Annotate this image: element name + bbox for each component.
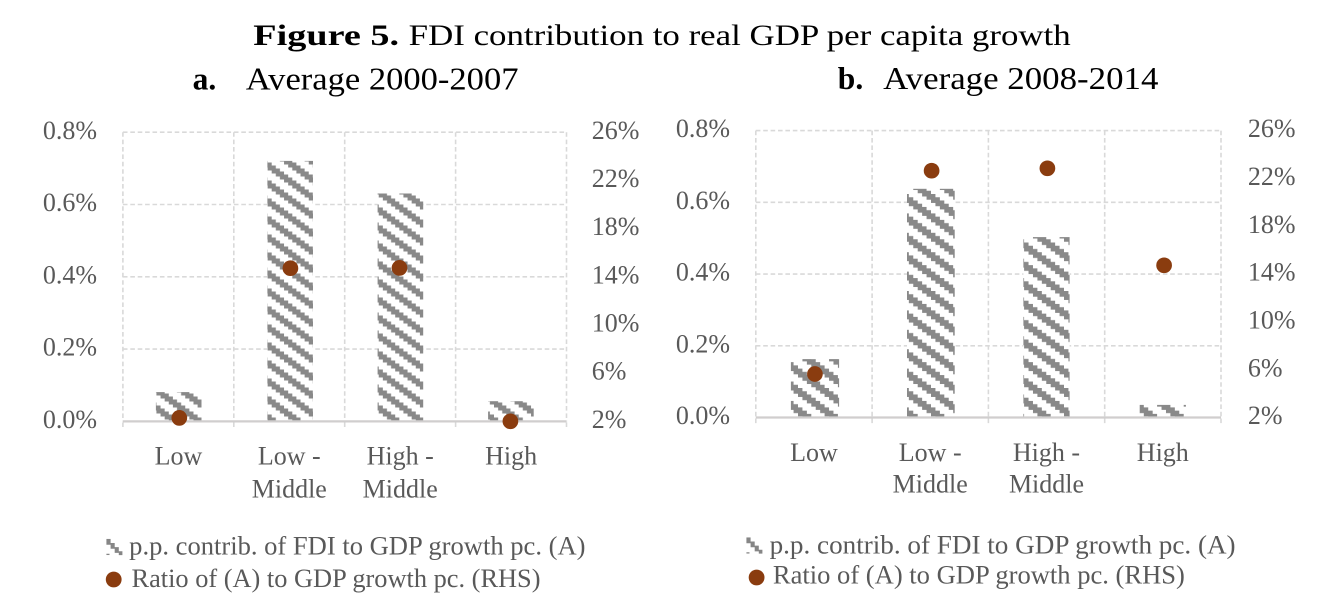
svg-text:2%: 2% <box>1248 401 1283 430</box>
svg-text:High -: High - <box>367 442 434 471</box>
svg-text:0.2%: 0.2% <box>676 329 730 358</box>
svg-text:Middle: Middle <box>1009 470 1084 499</box>
svg-text:Average 2008-2014: Average 2008-2014 <box>883 61 1159 96</box>
svg-text:p.p. contrib. of FDI to GDP gr: p.p. contrib. of FDI to GDP growth pc. (… <box>770 531 1236 560</box>
svg-text:26%: 26% <box>1248 114 1296 143</box>
svg-text:6%: 6% <box>592 357 627 386</box>
svg-text:0.8%: 0.8% <box>676 114 730 143</box>
svg-text:0.0%: 0.0% <box>43 405 97 434</box>
svg-text:FDI contribution to real GDP p: FDI contribution to real GDP per capita … <box>409 19 1071 52</box>
svg-text:14%: 14% <box>592 260 640 289</box>
svg-text:26%: 26% <box>592 116 640 145</box>
svg-text:6%: 6% <box>1248 353 1283 382</box>
svg-text:22%: 22% <box>1248 162 1296 191</box>
svg-text:Ratio of (A) to GDP growth pc.: Ratio of (A) to GDP growth pc. (RHS) <box>132 564 541 593</box>
svg-text:a.: a. <box>193 61 217 96</box>
svg-text:22%: 22% <box>592 164 640 193</box>
svg-text:18%: 18% <box>592 212 640 241</box>
svg-text:Low -: Low - <box>899 438 962 467</box>
svg-text:0.4%: 0.4% <box>43 260 97 289</box>
svg-text:Middle: Middle <box>893 470 968 499</box>
svg-text:0.0%: 0.0% <box>676 401 730 430</box>
svg-text:Middle: Middle <box>252 474 327 503</box>
svg-text:0.2%: 0.2% <box>43 333 97 362</box>
svg-text:High: High <box>1137 438 1189 467</box>
svg-text:0.4%: 0.4% <box>676 258 730 287</box>
svg-text:0.8%: 0.8% <box>43 116 97 145</box>
svg-text:18%: 18% <box>1248 210 1296 239</box>
svg-text:b.: b. <box>838 61 863 96</box>
svg-text:2%: 2% <box>592 405 627 434</box>
svg-text:10%: 10% <box>592 308 640 337</box>
svg-text:Low: Low <box>790 438 838 467</box>
svg-text:Average 2000-2007: Average 2000-2007 <box>246 61 519 96</box>
svg-text:Ratio of (A) to GDP growth pc.: Ratio of (A) to GDP growth pc. (RHS) <box>773 560 1185 589</box>
svg-text:Figure 5.: Figure 5. <box>253 19 399 52</box>
svg-text:Low -: Low - <box>258 442 321 471</box>
svg-text:10%: 10% <box>1248 306 1296 335</box>
svg-text:p.p. contrib. of FDI to GDP gr: p.p. contrib. of FDI to GDP growth pc. (… <box>129 531 585 560</box>
svg-text:High -: High - <box>1013 438 1080 467</box>
svg-text:Middle: Middle <box>363 474 438 503</box>
svg-text:0.6%: 0.6% <box>676 186 730 215</box>
svg-text:High: High <box>485 442 537 471</box>
svg-text:Low: Low <box>155 442 203 471</box>
svg-text:0.6%: 0.6% <box>43 188 97 217</box>
svg-text:14%: 14% <box>1248 258 1296 287</box>
